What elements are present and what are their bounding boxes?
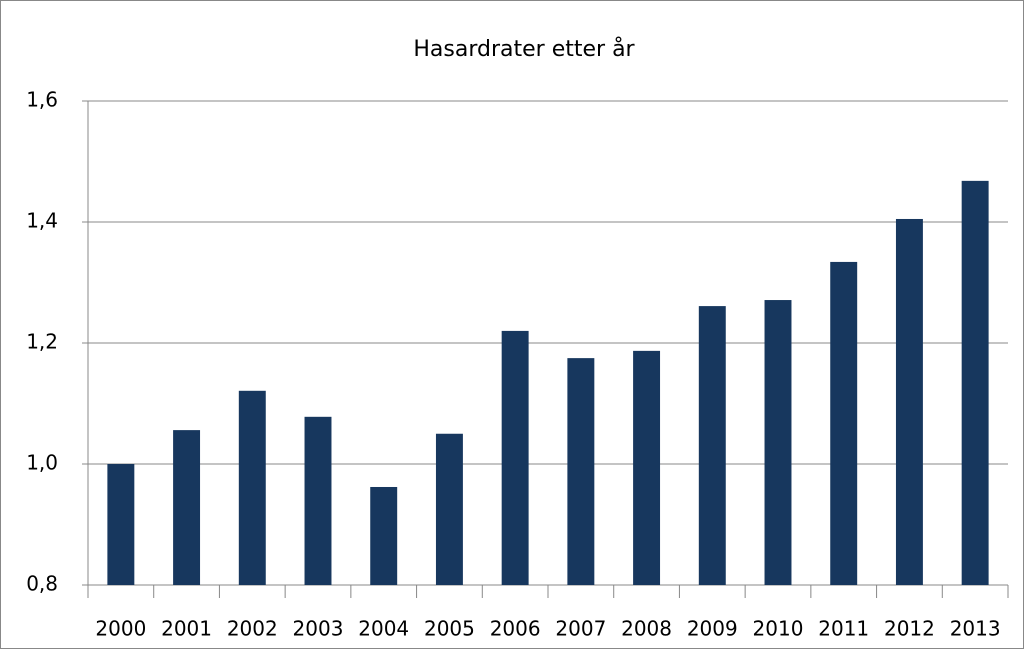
x-tick-label: 2002 <box>227 617 278 641</box>
bar <box>501 330 529 585</box>
bar <box>370 486 398 585</box>
x-tick-label: 2003 <box>293 617 344 641</box>
bar <box>895 218 923 585</box>
bar <box>961 180 989 586</box>
x-tick-label: 2010 <box>753 617 804 641</box>
bar <box>764 300 792 585</box>
bar <box>633 350 661 585</box>
chart-title: Hasardrater etter år <box>413 36 635 62</box>
bar <box>238 390 266 585</box>
x-tick-label: 2011 <box>818 617 869 641</box>
x-tick-label: 2004 <box>358 617 409 641</box>
bar <box>830 261 858 585</box>
y-tick-label: 1,4 <box>26 209 58 233</box>
bar <box>304 416 332 585</box>
x-tick-label: 2001 <box>161 617 212 641</box>
y-tick-label: 0,8 <box>26 572 58 596</box>
y-tick-label: 1,0 <box>26 451 58 475</box>
bar <box>567 358 595 585</box>
bar <box>107 464 135 585</box>
x-tick-label: 2007 <box>555 617 606 641</box>
x-tick-label: 2012 <box>884 617 935 641</box>
x-tick-label: 2000 <box>95 617 146 641</box>
y-tick-label: 1,6 <box>26 88 58 112</box>
bar <box>698 306 726 585</box>
bar <box>173 430 201 585</box>
x-tick-label: 2006 <box>490 617 541 641</box>
x-tick-label: 2013 <box>950 617 1001 641</box>
x-tick-label: 2005 <box>424 617 475 641</box>
y-tick-label: 1,2 <box>26 330 58 354</box>
x-tick-label: 2008 <box>621 617 672 641</box>
bar <box>435 433 463 585</box>
x-tick-label: 2009 <box>687 617 738 641</box>
